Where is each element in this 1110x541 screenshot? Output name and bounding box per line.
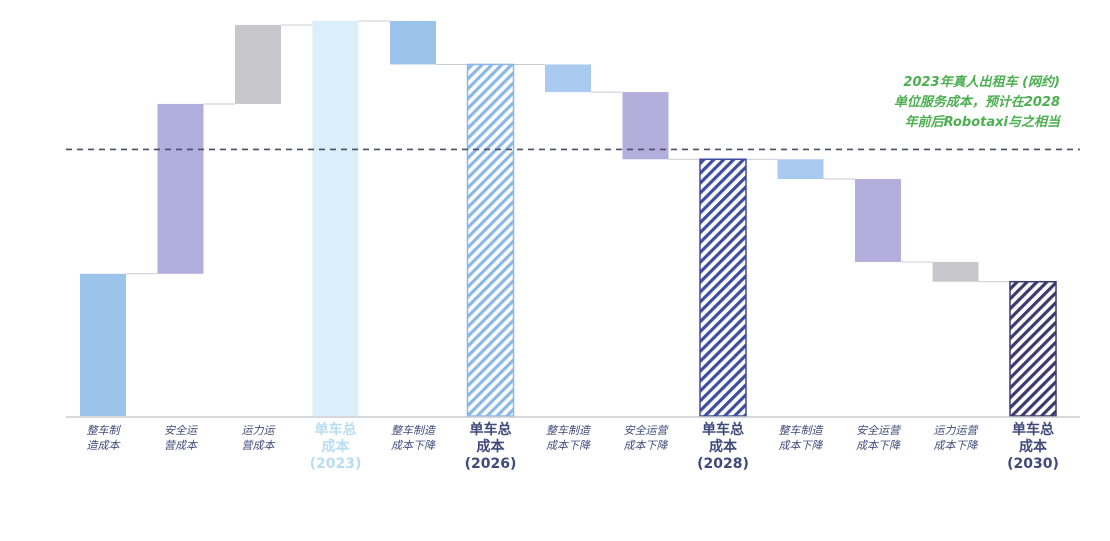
bar-7 <box>622 92 669 160</box>
bar-4 <box>390 21 436 65</box>
category-label-1: 安全运营成本 <box>164 424 199 452</box>
category-label-6: 整车制造成本下降 <box>546 424 591 452</box>
bar-2 <box>235 24 281 104</box>
category-label-2: 运力运营成本 <box>242 424 277 452</box>
category-label-10: 安全运营成本下降 <box>856 424 902 452</box>
category-label-4: 整车制造成本下降 <box>391 424 436 452</box>
category-label-11: 运力运营成本下降 <box>934 424 980 452</box>
bar-10 <box>855 179 901 262</box>
bar-3 <box>312 21 359 416</box>
category-label-9: 整车制造成本下降 <box>779 424 824 452</box>
bar-11 <box>932 261 979 282</box>
bar-8 <box>699 158 747 417</box>
category-label-7: 安全运营成本下降 <box>624 424 670 452</box>
bar-12 <box>1009 280 1057 417</box>
category-label-0: 整车制造成本 <box>87 424 122 452</box>
bar-9 <box>777 159 824 179</box>
bar-6 <box>545 64 591 93</box>
connector-lines <box>126 20 1010 283</box>
annotation-note: 2023年真人出租车 (网约)单位服务成本，预计在2028 年前后Robotaxi… <box>894 74 1062 130</box>
category-label-8: 单车总成本(2028) <box>697 421 749 472</box>
bars <box>80 21 1057 417</box>
category-label-3: 单车总成本(2023) <box>310 421 362 472</box>
category-label-5: 单车总成本(2026) <box>465 421 517 472</box>
category-label-12: 单车总成本(2030) <box>1007 421 1059 472</box>
category-labels: 整车制造成本 安全运营成本 运力运营成本 单车总成本(2023) 整车制造成本下降 单车总… <box>87 421 1059 472</box>
bar-5 <box>466 63 515 417</box>
bar-1 <box>157 103 204 274</box>
bar-0 <box>80 273 126 416</box>
